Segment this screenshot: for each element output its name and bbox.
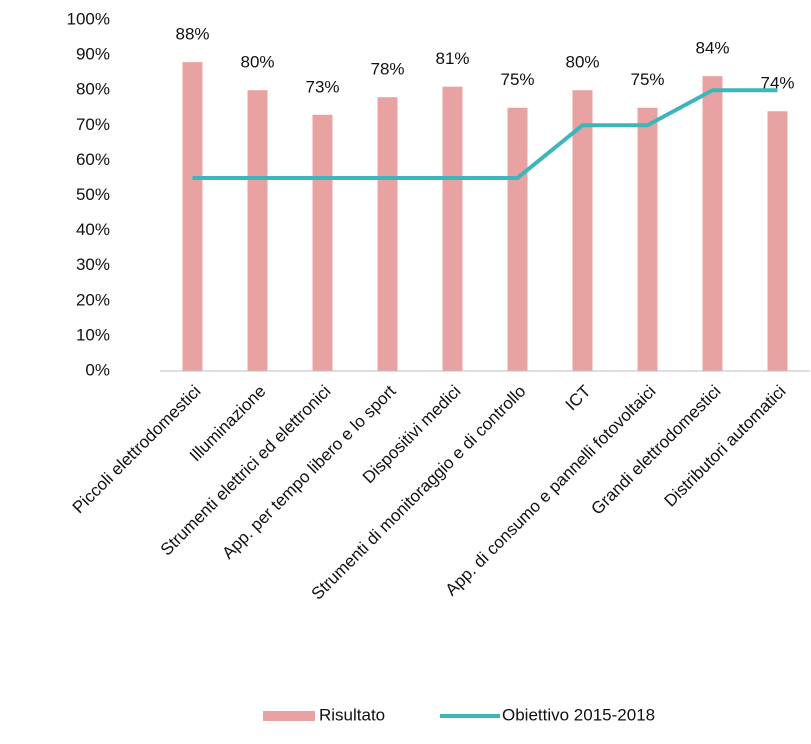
y-tick-label: 70% bbox=[76, 115, 110, 134]
data-label: 75% bbox=[630, 70, 664, 89]
y-tick-label: 50% bbox=[76, 185, 110, 204]
bar bbox=[182, 62, 203, 372]
bar bbox=[507, 107, 528, 371]
bar bbox=[702, 76, 723, 371]
data-label: 88% bbox=[175, 25, 209, 44]
bar bbox=[247, 90, 268, 371]
y-tick-label: 30% bbox=[76, 255, 110, 274]
y-tick-label: 0% bbox=[85, 360, 110, 379]
bar bbox=[637, 107, 658, 371]
y-tick-label: 40% bbox=[76, 220, 110, 239]
legend-label: Obiettivo 2015-2018 bbox=[502, 705, 655, 724]
bar bbox=[442, 86, 463, 371]
y-tick-label: 10% bbox=[76, 325, 110, 344]
data-label: 74% bbox=[760, 74, 794, 93]
data-label: 80% bbox=[565, 53, 599, 72]
x-tick-label: ICT bbox=[562, 382, 595, 415]
data-label: 75% bbox=[500, 70, 534, 89]
bar bbox=[312, 114, 333, 372]
x-tick-label: Piccoli elettrodomestici bbox=[69, 382, 205, 518]
y-tick-label: 100% bbox=[67, 9, 110, 28]
data-label: 84% bbox=[695, 39, 729, 58]
y-tick-label: 80% bbox=[76, 80, 110, 99]
bar bbox=[377, 97, 398, 371]
bar bbox=[572, 90, 593, 371]
x-tick-label: Distributori automatici bbox=[660, 382, 789, 511]
y-tick-label: 60% bbox=[76, 150, 110, 169]
data-label: 81% bbox=[435, 49, 469, 68]
data-label: 78% bbox=[370, 60, 404, 79]
bar bbox=[767, 111, 788, 371]
legend-label: Risultato bbox=[319, 705, 385, 724]
data-label: 80% bbox=[240, 53, 274, 72]
x-tick-label: Grandi elettrodomestici bbox=[587, 382, 724, 519]
legend-swatch bbox=[263, 711, 315, 721]
data-label: 73% bbox=[305, 77, 339, 96]
y-tick-label: 90% bbox=[76, 45, 110, 64]
line bbox=[192, 88, 778, 180]
y-tick-label: 20% bbox=[76, 290, 110, 309]
